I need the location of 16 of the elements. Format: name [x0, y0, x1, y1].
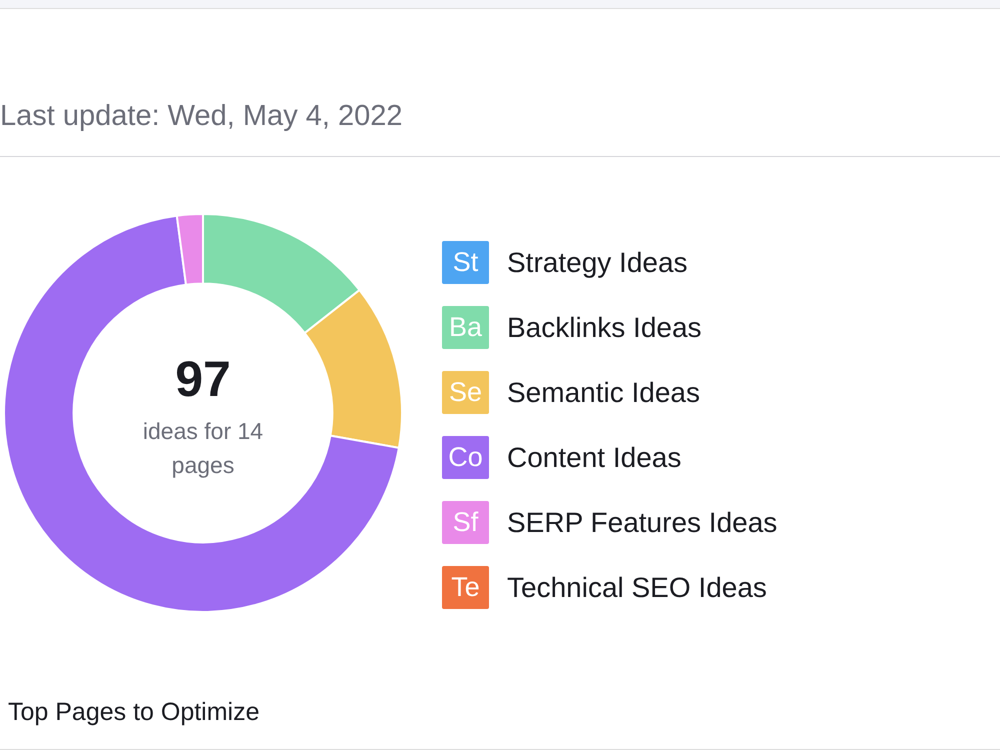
text: Te	[442, 566, 489, 609]
chart-subtitle: Last update: Wed, May 4, 2022	[0, 100, 403, 133]
legend-label: Backlinks Ideas	[507, 312, 702, 344]
text: Top Pages to Optimize	[8, 698, 260, 727]
text: 97	[174, 350, 232, 408]
text: ideas for 14 pages	[142, 417, 264, 480]
text: St	[442, 241, 489, 284]
legend-label: Semantic Ideas	[507, 376, 700, 408]
text: Co	[442, 436, 489, 479]
legend-label: Content Ideas	[507, 442, 682, 474]
legend-label: Strategy Ideas	[507, 246, 688, 278]
text: Ba	[442, 306, 489, 349]
text: Se	[442, 371, 489, 414]
legend-label: Technical SEO Ideas	[507, 572, 767, 604]
text: Sf	[442, 501, 489, 544]
legend-label: SERP Features Ideas	[507, 506, 778, 538]
